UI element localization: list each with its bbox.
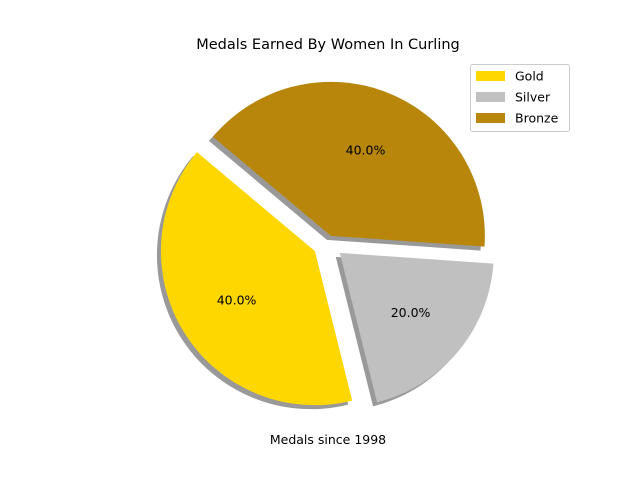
- pie-slices: [160, 81, 494, 406]
- legend-items: Gold Silver Bronze: [476, 69, 559, 126]
- legend-swatch-bronze: [476, 113, 505, 123]
- legend-swatch-silver: [476, 92, 505, 102]
- chart-title: Medals Earned By Women In Curling: [196, 37, 460, 53]
- x-axis-label: Medals since 1998: [270, 432, 386, 447]
- slice-label-silver: 20.0%: [391, 305, 431, 320]
- legend-label-silver: Silver: [515, 90, 551, 105]
- slice-labels: 40.0% 20.0% 40.0%: [217, 143, 431, 320]
- slice-label-bronze: 40.0%: [346, 143, 386, 158]
- pie-slice-bronze: [212, 81, 485, 247]
- legend-swatch-gold: [476, 71, 505, 81]
- pie-slice-gold: [160, 152, 353, 406]
- legend-label-gold: Gold: [515, 69, 544, 84]
- slice-label-gold: 40.0%: [217, 293, 257, 308]
- pie-slice-silver: [339, 252, 494, 403]
- legend: Gold Silver Bronze: [470, 64, 570, 132]
- legend-label-bronze: Bronze: [515, 111, 559, 126]
